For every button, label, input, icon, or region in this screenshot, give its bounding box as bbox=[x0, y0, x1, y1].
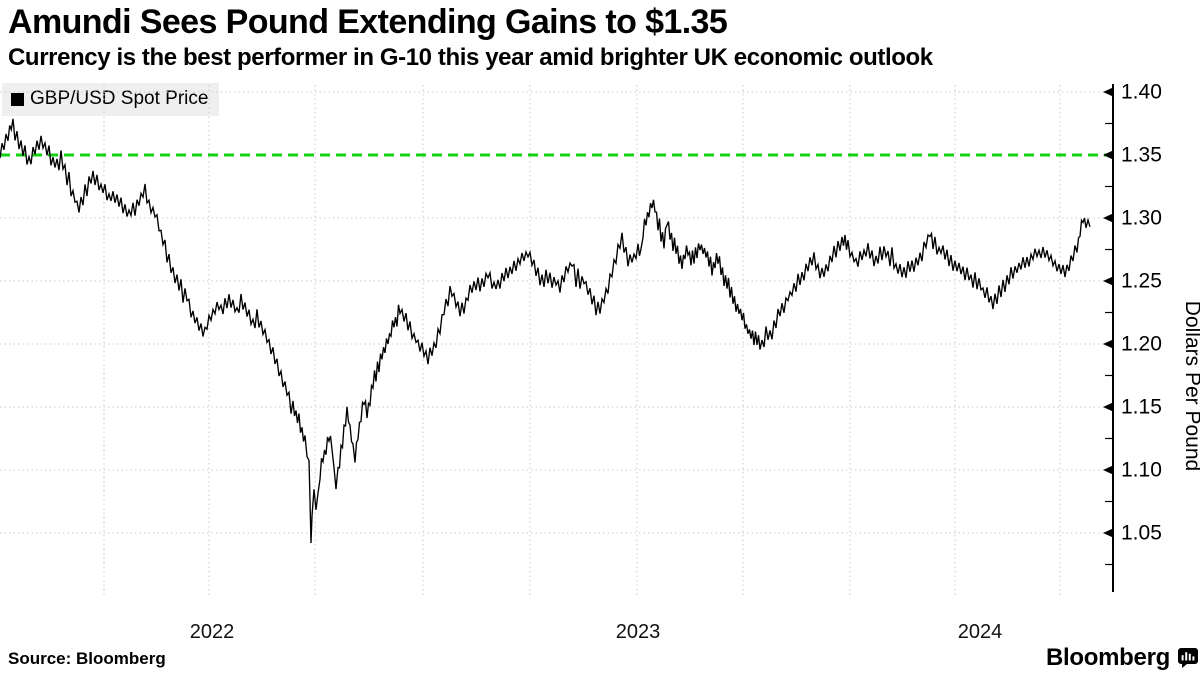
bloomberg-wordmark: Bloomberg bbox=[1046, 644, 1170, 671]
y-axis-major-tick bbox=[1103, 339, 1113, 349]
y-axis-title: Dollars Per Pound bbox=[1181, 301, 1200, 471]
source-attribution: Source: Bloomberg bbox=[8, 649, 166, 668]
y-axis-major-tick bbox=[1103, 213, 1113, 223]
y-tick-label: 1.15 bbox=[1121, 396, 1162, 419]
y-tick-label: 1.25 bbox=[1121, 270, 1162, 293]
y-axis-major-tick bbox=[1103, 528, 1113, 538]
y-tick-label: 1.30 bbox=[1121, 207, 1162, 230]
y-tick-label: 1.10 bbox=[1121, 459, 1162, 482]
page-title: Amundi Sees Pound Extending Gains to $1.… bbox=[8, 3, 728, 41]
y-axis-major-tick bbox=[1103, 402, 1113, 412]
legend-marker-icon bbox=[11, 92, 24, 106]
x-tick-label-2023: 2023 bbox=[615, 621, 661, 643]
x-tick-label-2024: 2024 bbox=[957, 621, 1003, 643]
legend-label: GBP/USD Spot Price bbox=[30, 88, 209, 109]
bloomberg-bug-icon bbox=[1177, 648, 1198, 668]
y-tick-label: 1.35 bbox=[1121, 144, 1162, 167]
legend: GBP/USD Spot Price bbox=[2, 83, 220, 116]
y-tick-label: 1.40 bbox=[1121, 81, 1162, 104]
price-line-gbpusd bbox=[0, 118, 1091, 544]
y-axis-major-tick bbox=[1103, 465, 1113, 475]
y-axis-major-tick bbox=[1103, 276, 1113, 286]
y-tick-label: 1.20 bbox=[1121, 333, 1162, 356]
x-tick-label-2022: 2022 bbox=[189, 621, 235, 643]
bloomberg-logo: Bloomberg bbox=[1046, 644, 1198, 672]
y-tick-label: 1.05 bbox=[1121, 522, 1162, 545]
page-subtitle: Currency is the best performer in G-10 t… bbox=[8, 44, 933, 71]
y-axis-major-tick bbox=[1103, 150, 1113, 160]
y-axis-major-tick bbox=[1103, 87, 1113, 97]
